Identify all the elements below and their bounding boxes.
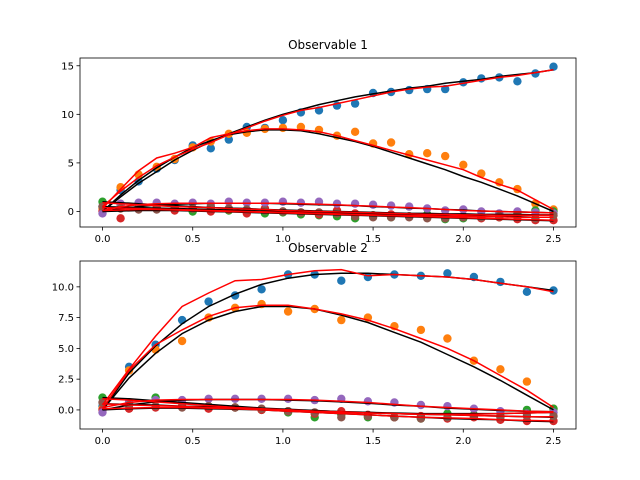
data-point	[337, 315, 346, 325]
data-point	[257, 285, 266, 294]
data-point	[337, 413, 346, 422]
series-s4-fit-line	[102, 406, 554, 422]
plot-area	[98, 62, 558, 225]
y-tick-label: 10	[61, 110, 74, 121]
data-point	[443, 334, 452, 343]
data-point	[278, 123, 288, 133]
series-s3-fit-line	[102, 201, 554, 217]
y-tick-label: 10.0	[52, 282, 74, 293]
x-tick-label: 2.0	[455, 234, 471, 245]
x-tick-label: 0.0	[95, 436, 111, 447]
y-tick-label: 7.5	[58, 313, 74, 324]
data-point	[206, 144, 215, 153]
data-point	[441, 206, 450, 215]
data-point	[278, 197, 288, 206]
series-s1-fit-line	[101, 268, 554, 406]
data-point	[459, 78, 468, 87]
data-point	[363, 397, 373, 406]
data-point	[416, 414, 426, 423]
data-point	[204, 297, 213, 306]
data-point	[177, 336, 187, 346]
y-tick-label: 0.0	[58, 405, 74, 416]
y-tick-label: 15	[61, 61, 74, 72]
data-point	[283, 307, 293, 316]
data-point	[441, 151, 450, 161]
data-point	[390, 413, 399, 422]
y-tick-label: 5	[68, 158, 74, 169]
series-s1-model-line	[102, 68, 554, 213]
data-point	[522, 287, 532, 296]
data-point	[496, 277, 505, 287]
data-point	[278, 116, 288, 125]
series-s6-fit-line	[102, 403, 554, 418]
data-point	[423, 149, 432, 158]
data-point	[350, 99, 360, 108]
data-point	[496, 365, 505, 374]
data-point	[116, 214, 125, 223]
x-tick-label: 2.0	[455, 436, 471, 447]
data-point	[386, 201, 396, 210]
x-tick-label: 2.5	[546, 436, 562, 447]
data-point	[224, 135, 233, 144]
data-point	[332, 199, 342, 208]
data-point	[459, 160, 468, 169]
x-tick-label: 2.5	[546, 234, 562, 245]
data-point	[522, 377, 532, 386]
y-tick-label: 5.0	[58, 344, 74, 355]
x-tick-label: 0.5	[185, 436, 201, 447]
data-point	[337, 276, 346, 285]
data-point	[350, 127, 360, 136]
data-point	[531, 69, 540, 78]
data-point	[549, 62, 558, 71]
axes-frame	[79, 57, 577, 228]
x-tick-label: 0.5	[185, 234, 201, 245]
x-tick-label: 1.5	[365, 234, 381, 245]
y-tick-label: 2.5	[58, 375, 74, 386]
series-s5-fit-line	[102, 398, 554, 413]
data-point	[405, 202, 414, 211]
axes-frame	[79, 260, 577, 430]
y-tick-label: 0	[68, 207, 74, 218]
plot-area	[98, 268, 558, 426]
series-s2-fit-line	[101, 128, 554, 211]
x-tick-label: 1.5	[365, 436, 381, 447]
x-tick-label: 1.0	[275, 436, 291, 447]
data-point	[416, 400, 426, 410]
chart-title: Observable 1	[288, 38, 368, 52]
x-tick-label: 0.0	[95, 234, 111, 245]
data-point	[443, 269, 452, 278]
series-s6-fit-line	[102, 206, 554, 219]
data-point	[416, 325, 426, 335]
data-point	[477, 169, 486, 178]
series-s1-fit-line	[102, 68, 554, 208]
data-point	[513, 77, 522, 86]
chart-title: Observable 2	[288, 241, 368, 255]
data-point	[350, 199, 360, 208]
data-point	[296, 198, 306, 207]
data-point	[386, 138, 396, 147]
data-point	[443, 402, 452, 411]
subplot-observable-2: 0.0 0.5 1.0 1.5 2.0 2.5 0.0 2.5 5.0 7.5 10.0 Observ…	[52, 241, 577, 447]
subplot-observable-1: 0.0 0.5 1.0 1.5 2.0 2.5 0 5 10 15 Observable 1	[61, 38, 577, 245]
x-tick-label: 1.0	[275, 234, 291, 245]
series-s5-fit-line	[102, 202, 554, 214]
data-point	[368, 200, 378, 209]
series-s2-fit-line	[101, 304, 554, 410]
